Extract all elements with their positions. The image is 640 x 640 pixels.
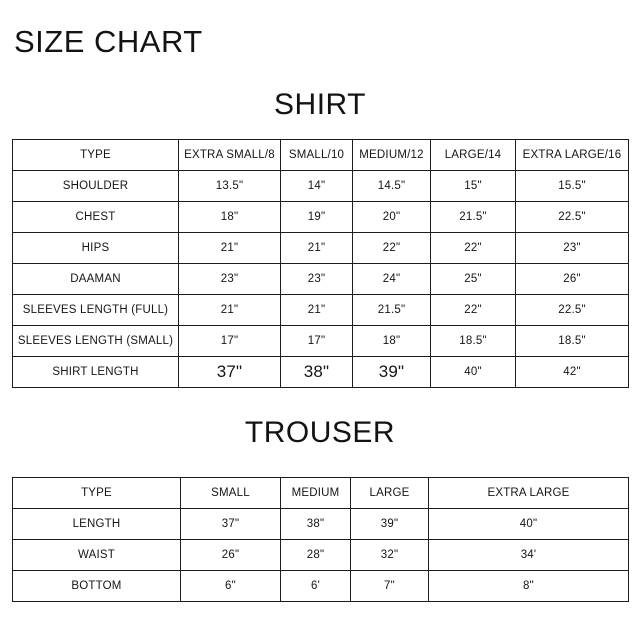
cell-value: 14" [280,170,353,202]
cell-value: 39" [350,508,429,540]
cell-value: 19" [280,201,353,233]
table-row: SLEEVES LENGTH (SMALL) 17" 17" 18" 18.5"… [12,325,629,357]
cell-value: 32" [350,539,429,571]
cell-value: 23" [178,263,281,295]
table-row: SHIRT LENGTH 37" 38" 39" 40" 42" [12,356,629,388]
table-header-row: TYPE EXTRA SMALL/8 SMALL/10 MEDIUM/12 LA… [12,139,629,171]
cell-value: 23" [280,263,353,295]
section-title-trouser: TROUSER [244,416,396,449]
row-label: SHIRT LENGTH [12,356,179,388]
cell-value: 22.5" [515,294,629,326]
cell-value: 37" [180,508,281,540]
cell-value: 37" [178,356,281,388]
cell-value: 21" [178,232,281,264]
table-row: SLEEVES LENGTH (FULL) 21" 21" 21.5" 22" … [12,294,629,326]
table-row: SHOULDER 13.5" 14" 14.5" 15" 15.5" [12,170,629,202]
cell-value: 38" [280,508,351,540]
cell-value: 34' [428,539,629,571]
row-label: LENGTH [12,508,181,540]
cell-value: 18.5" [515,325,629,357]
cell-value: 40" [428,508,629,540]
page-title: SIZE CHART [14,24,203,59]
column-header-xs: EXTRA SMALL/8 [178,139,281,171]
cell-value: 18.5" [430,325,516,357]
column-header-s: SMALL/10 [280,139,353,171]
cell-value: 18" [178,201,281,233]
column-header-type: TYPE [12,139,179,171]
cell-value: 13.5" [178,170,281,202]
cell-value: 39" [352,356,431,388]
cell-value: 42" [515,356,629,388]
table-row: DAAMAN 23" 23" 24" 25" 26" [12,263,629,295]
cell-value: 6' [280,570,351,602]
cell-value: 21.5" [430,201,516,233]
cell-value: 15.5" [515,170,629,202]
cell-value: 22.5" [515,201,629,233]
cell-value: 26" [180,539,281,571]
cell-value: 15" [430,170,516,202]
table-row: HIPS 21" 21" 22" 22" 23" [12,232,629,264]
trouser-table-body: TYPE SMALL MEDIUM LARGE EXTRA LARGE LENG… [12,477,629,602]
row-label: SLEEVES LENGTH (FULL) [12,294,179,326]
cell-value: 21" [280,232,353,264]
cell-value: 40" [430,356,516,388]
cell-value: 14.5" [352,170,431,202]
column-header-type: TYPE [12,477,181,509]
section-title-shirt: SHIRT [274,88,366,121]
cell-value: 18" [352,325,431,357]
cell-value: 24" [352,263,431,295]
column-header-s: SMALL [180,477,281,509]
cell-value: 7" [350,570,429,602]
table-row: WAIST 26" 28" 32" 34' [12,539,629,571]
cell-value: 17" [178,325,281,357]
cell-value: 21" [178,294,281,326]
shirt-size-table: TYPE EXTRA SMALL/8 SMALL/10 MEDIUM/12 LA… [12,139,629,388]
row-label: BOTTOM [12,570,181,602]
cell-value: 38" [280,356,353,388]
row-label: SLEEVES LENGTH (SMALL) [12,325,179,357]
table-row: CHEST 18" 19" 20" 21.5" 22.5" [12,201,629,233]
table-row: BOTTOM 6" 6' 7" 8" [12,570,629,602]
row-label: CHEST [12,201,179,233]
cell-value: 23" [515,232,629,264]
cell-value: 22" [430,294,516,326]
cell-value: 21" [280,294,353,326]
row-label: DAAMAN [12,263,179,295]
trouser-size-table: TYPE SMALL MEDIUM LARGE EXTRA LARGE LENG… [12,477,629,602]
cell-value: 6" [180,570,281,602]
cell-value: 25" [430,263,516,295]
column-header-m: MEDIUM [280,477,351,509]
column-header-l: LARGE [350,477,429,509]
cell-value: 22" [352,232,431,264]
row-label: SHOULDER [12,170,179,202]
column-header-xl: EXTRA LARGE/16 [515,139,629,171]
cell-value: 8" [428,570,629,602]
cell-value: 22" [430,232,516,264]
cell-value: 21.5" [352,294,431,326]
table-header-row: TYPE SMALL MEDIUM LARGE EXTRA LARGE [12,477,629,509]
table-row: LENGTH 37" 38" 39" 40" [12,508,629,540]
row-label: WAIST [12,539,181,571]
shirt-table-body: TYPE EXTRA SMALL/8 SMALL/10 MEDIUM/12 LA… [12,139,629,388]
column-header-l: LARGE/14 [430,139,516,171]
column-header-m: MEDIUM/12 [352,139,431,171]
cell-value: 26" [515,263,629,295]
cell-value: 17" [280,325,353,357]
cell-value: 28" [280,539,351,571]
row-label: HIPS [12,232,179,264]
cell-value: 20" [352,201,431,233]
column-header-xl: EXTRA LARGE [428,477,629,509]
